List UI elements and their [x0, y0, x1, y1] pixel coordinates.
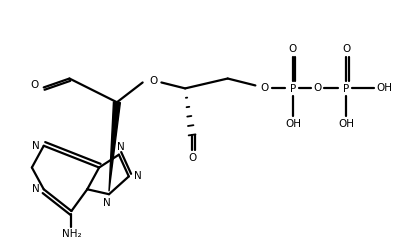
Text: O: O	[188, 153, 196, 163]
Text: N: N	[32, 184, 40, 194]
Text: P: P	[343, 84, 349, 94]
Text: N: N	[103, 198, 111, 208]
Text: OH: OH	[376, 84, 392, 94]
Text: OH: OH	[285, 119, 301, 129]
Text: O: O	[149, 76, 158, 86]
Text: N: N	[117, 142, 125, 152]
Text: N: N	[134, 172, 142, 181]
Text: N: N	[32, 141, 40, 151]
Polygon shape	[109, 102, 120, 191]
Text: O: O	[314, 84, 322, 94]
Text: O: O	[342, 44, 351, 54]
Text: O: O	[260, 84, 268, 94]
Text: NH₂: NH₂	[62, 229, 81, 239]
Text: OH: OH	[338, 119, 354, 129]
Text: O: O	[289, 44, 297, 54]
Text: O: O	[31, 80, 39, 90]
Text: P: P	[290, 84, 296, 94]
